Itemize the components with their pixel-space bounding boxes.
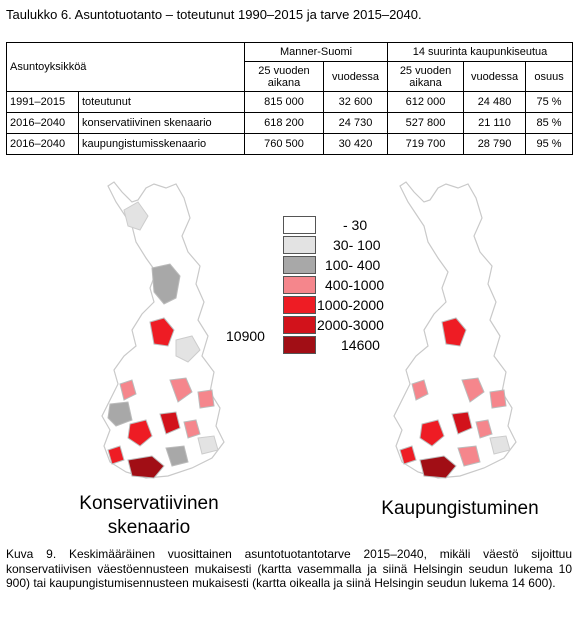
turku-region-left	[107, 445, 125, 465]
legend-item: 100- 400	[283, 256, 493, 276]
legend-swatch	[283, 336, 316, 354]
map-left-label-line1: Konservatiivinen	[79, 493, 219, 514]
header-mainland-year: vuodessa	[322, 61, 389, 92]
row-mainland-year: 24 730	[322, 112, 389, 134]
table-row: 1991–2015 toteutunut 815 000 32 600 612 …	[6, 91, 574, 113]
gray-mid-left	[175, 335, 201, 363]
gray-east-right	[489, 435, 511, 455]
legend-label: 2000-3000	[317, 317, 384, 333]
pink-5-right	[457, 445, 481, 467]
row-period: 1991–2015	[6, 91, 79, 113]
legend-item: 1000-2000	[283, 296, 493, 316]
row-period: 2016–2040	[6, 112, 79, 134]
legend-item: 400-1000	[283, 276, 493, 296]
header-cities-year: vuodessa	[463, 61, 527, 92]
table-row: 2016–2040 konservatiivinen skenaario 618…	[6, 112, 574, 134]
row-share: 75 %	[525, 91, 574, 113]
pink-3-right	[489, 389, 507, 409]
gray-east-left	[197, 435, 219, 455]
legend-swatch	[283, 236, 316, 254]
housing-table: Asuntoyksikköä Manner-Suomi 14 suurinta …	[6, 42, 574, 155]
pink-4-left	[183, 419, 201, 439]
legend-item: 30- 100	[283, 236, 493, 256]
tampere-region-right	[419, 419, 445, 447]
table-title: Taulukko 6. Asuntotuotanto – toteutunut …	[6, 7, 422, 22]
legend-label: - 30	[343, 217, 368, 233]
jyvaskyla-region-right	[451, 411, 473, 435]
legend-swatch	[283, 256, 316, 274]
oulu-region-right	[441, 317, 467, 347]
header-share: osuus	[525, 61, 574, 92]
row-mainland-25y: 618 200	[244, 112, 324, 134]
turku-region-right	[399, 445, 417, 465]
pink-2-left	[169, 377, 193, 403]
helsinki-value-left: 10900	[226, 328, 265, 344]
pink-4-right	[475, 419, 493, 439]
header-mainland-25y: 25 vuoden aikana	[244, 61, 324, 92]
figure-caption: Kuva 9. Keskimääräinen vuosittainen asun…	[6, 547, 572, 590]
tampere-region-left	[127, 419, 153, 447]
pink-3-left	[197, 389, 215, 409]
row-mainland-year: 32 600	[322, 91, 389, 113]
row-cities-25y: 719 700	[387, 133, 465, 155]
pink-1-left	[119, 379, 137, 401]
north-gray-left	[123, 201, 149, 231]
legend-swatch	[283, 216, 316, 234]
row-mainland-year: 30 420	[322, 133, 389, 155]
map-right-label: Kaupungistuminen	[381, 498, 539, 519]
header-cities-25y: 25 vuoden aikana	[387, 61, 465, 92]
header-cities: 14 suurinta kaupunkiseutua	[387, 42, 574, 62]
header-mainland: Manner-Suomi	[243, 42, 389, 62]
legend-swatch	[283, 316, 316, 334]
row-cities-year: 28 790	[463, 133, 527, 155]
lapland-region-left	[151, 263, 181, 305]
helsinki-region-right	[419, 455, 457, 479]
helsinki-region-left	[127, 455, 165, 479]
legend-swatch	[283, 296, 316, 314]
row-cities-25y: 527 800	[387, 112, 465, 134]
row-share: 95 %	[525, 133, 574, 155]
legend-swatch	[283, 276, 316, 294]
legend-label: 30- 100	[333, 237, 381, 253]
legend-label: 400-1000	[325, 277, 385, 293]
legend-item: 2000-3000	[283, 316, 493, 336]
row-cities-year: 21 110	[463, 112, 527, 134]
legend-item: 14600	[283, 336, 493, 356]
row-label: kaupungistumisskenaario	[78, 133, 245, 155]
header-unit: Asuntoyksikköä	[6, 42, 245, 92]
oulu-region-left	[149, 317, 175, 347]
map-urbanization	[393, 181, 517, 479]
row-mainland-25y: 760 500	[244, 133, 324, 155]
row-share: 85 %	[525, 112, 574, 134]
row-mainland-25y: 815 000	[244, 91, 324, 113]
legend-label: 100- 400	[325, 257, 381, 273]
jyvaskyla-region-left	[159, 411, 181, 435]
row-cities-25y: 612 000	[387, 91, 465, 113]
row-period: 2016–2040	[6, 133, 79, 155]
row-label: konservatiivinen skenaario	[78, 112, 245, 134]
row-cities-year: 24 480	[463, 91, 527, 113]
map-left-label-line2: skenaario	[107, 517, 191, 538]
pink-1-right	[411, 379, 429, 401]
legend-label: 14600	[341, 337, 380, 353]
gray-coast-left	[165, 445, 189, 467]
table-row: 2016–2040 kaupungistumisskenaario 760 50…	[6, 133, 574, 155]
row-label: toteutunut	[78, 91, 245, 113]
gray-south-left	[107, 401, 133, 427]
pink-2-right	[461, 377, 485, 403]
map-left-label: Konservatiivinen skenaario	[54, 492, 244, 540]
legend-item: - 30	[283, 216, 493, 236]
legend-label: 1000-2000	[317, 297, 384, 313]
map-conservative	[101, 181, 225, 479]
